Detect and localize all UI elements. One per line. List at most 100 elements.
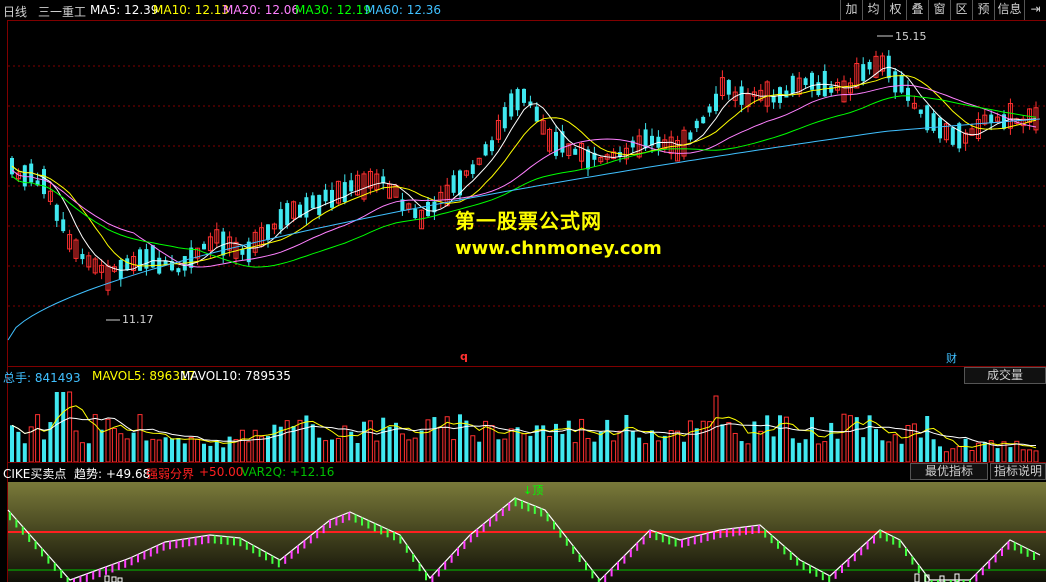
candle-down — [701, 116, 706, 124]
volume-bar-down — [131, 432, 136, 462]
candle-up — [291, 201, 297, 219]
candle-down — [515, 89, 520, 111]
candle-up — [579, 142, 585, 162]
volume-bar-up — [425, 419, 431, 462]
volume-bar-up — [713, 395, 719, 462]
indicator-bar — [939, 575, 945, 582]
candle-down — [426, 201, 430, 217]
price-kline-chart[interactable] — [0, 20, 1046, 366]
volume-bar-down — [170, 438, 174, 462]
candle-up — [675, 140, 681, 162]
volume-bar-down — [925, 416, 930, 462]
toolbar-overlay-button[interactable]: 叠 — [906, 0, 928, 20]
candle-up — [406, 203, 412, 210]
toolbar-forecast-button[interactable]: 预 — [972, 0, 994, 20]
candle-up — [963, 132, 969, 144]
volume-bar-down — [682, 441, 686, 462]
volume-bar-up — [79, 442, 85, 462]
volume-bar-down — [592, 441, 597, 462]
candle-down — [144, 249, 149, 269]
volume-bar-up — [643, 443, 649, 462]
volume-bar-up — [1033, 450, 1039, 462]
mavol5-label: MAVOL5: 896317 — [92, 369, 196, 383]
volume-chart[interactable] — [0, 384, 1046, 462]
candle-down — [573, 148, 578, 155]
volume-bar-up — [911, 423, 917, 462]
strength-divider-label: 强弱分界 — [146, 467, 195, 481]
candle-down — [630, 140, 635, 148]
toolbar-ma-button[interactable]: 均 — [862, 0, 884, 20]
candle-up — [732, 91, 738, 101]
stock-name: 三一重工 — [38, 5, 87, 19]
volume-bar-up — [905, 424, 911, 462]
candle-down — [150, 245, 155, 268]
volume-bar-down — [931, 439, 936, 462]
volume-bar-up — [28, 426, 34, 462]
indicator-bar — [924, 574, 930, 582]
volume-bar-up — [406, 439, 412, 462]
volume-bar-down — [854, 417, 859, 462]
period-label[interactable]: 日线 — [3, 5, 28, 19]
indicator-bar — [117, 577, 123, 582]
volume-bar-up — [195, 438, 201, 462]
candle-up — [879, 55, 885, 72]
toolbar-info-button[interactable]: 信息 — [994, 0, 1024, 20]
toolbar-range-button[interactable]: 区 — [950, 0, 972, 20]
volume-bar-up — [969, 450, 975, 462]
volume-bar-up — [502, 438, 508, 462]
volume-bar-up — [105, 418, 111, 462]
candle-down — [483, 144, 488, 156]
candle-down — [694, 120, 699, 129]
volume-bar-down — [995, 448, 1000, 462]
toolbar-fuquan-button[interactable]: 加 — [840, 0, 862, 20]
volume-bar-down — [432, 417, 437, 462]
volume-bar-down — [214, 440, 219, 462]
collapse-arrow-icon[interactable]: ⇥ — [1024, 0, 1046, 20]
volume-bar-up — [156, 439, 162, 462]
candle-down — [35, 180, 40, 186]
candle-up — [67, 234, 73, 250]
ma60-line — [7, 118, 1041, 341]
volume-bar-down — [86, 443, 91, 462]
indicator-help-button[interactable]: 指标说明 — [990, 463, 1046, 480]
toolbar-right-button[interactable]: 权 — [884, 0, 906, 20]
volume-indicator-button[interactable]: 成交量 — [964, 367, 1046, 384]
volume-bar-down — [362, 421, 366, 462]
top-signal-marker: ↓顶 — [523, 484, 544, 497]
candle-up — [668, 136, 674, 154]
volume-bar-up — [233, 439, 239, 462]
volume-bar-up — [822, 441, 828, 462]
volume-bar-down — [266, 436, 270, 462]
candle-up — [854, 63, 860, 89]
candle-up — [764, 81, 770, 107]
candle-down — [739, 86, 744, 105]
volume-bar-up — [124, 438, 130, 462]
volume-bar-down — [861, 437, 866, 462]
volume-bar-down — [221, 447, 226, 462]
ma30-line — [11, 95, 1037, 268]
candle-up — [719, 77, 725, 97]
candle-down — [899, 74, 904, 93]
volume-bar-up — [668, 430, 674, 462]
indicator-name[interactable]: CIKE买卖点 — [3, 467, 67, 481]
cike-indicator-chart[interactable] — [0, 480, 1046, 582]
volume-bar-down — [899, 443, 904, 462]
candle-up — [623, 147, 629, 160]
volume-bar-down — [810, 417, 814, 462]
q-marker[interactable]: q — [460, 350, 468, 363]
indicator-panel-top-border — [7, 462, 1046, 463]
financial-marker[interactable]: 财 — [946, 352, 957, 365]
candle-up — [611, 151, 617, 160]
volume-bar-down — [54, 392, 59, 462]
candle-up — [374, 173, 380, 191]
volume-bar-up — [726, 422, 732, 462]
candle-up — [214, 229, 220, 244]
candle-down — [10, 157, 14, 175]
candle-down — [80, 254, 85, 260]
toolbar-window-button[interactable]: 窗 — [928, 0, 950, 20]
best-indicator-button[interactable]: 最优指标 — [910, 463, 988, 480]
volume-bar-down — [163, 437, 168, 462]
candle-down — [816, 82, 821, 96]
volume-bar-down — [1008, 447, 1013, 462]
volume-bar-down — [778, 415, 782, 462]
